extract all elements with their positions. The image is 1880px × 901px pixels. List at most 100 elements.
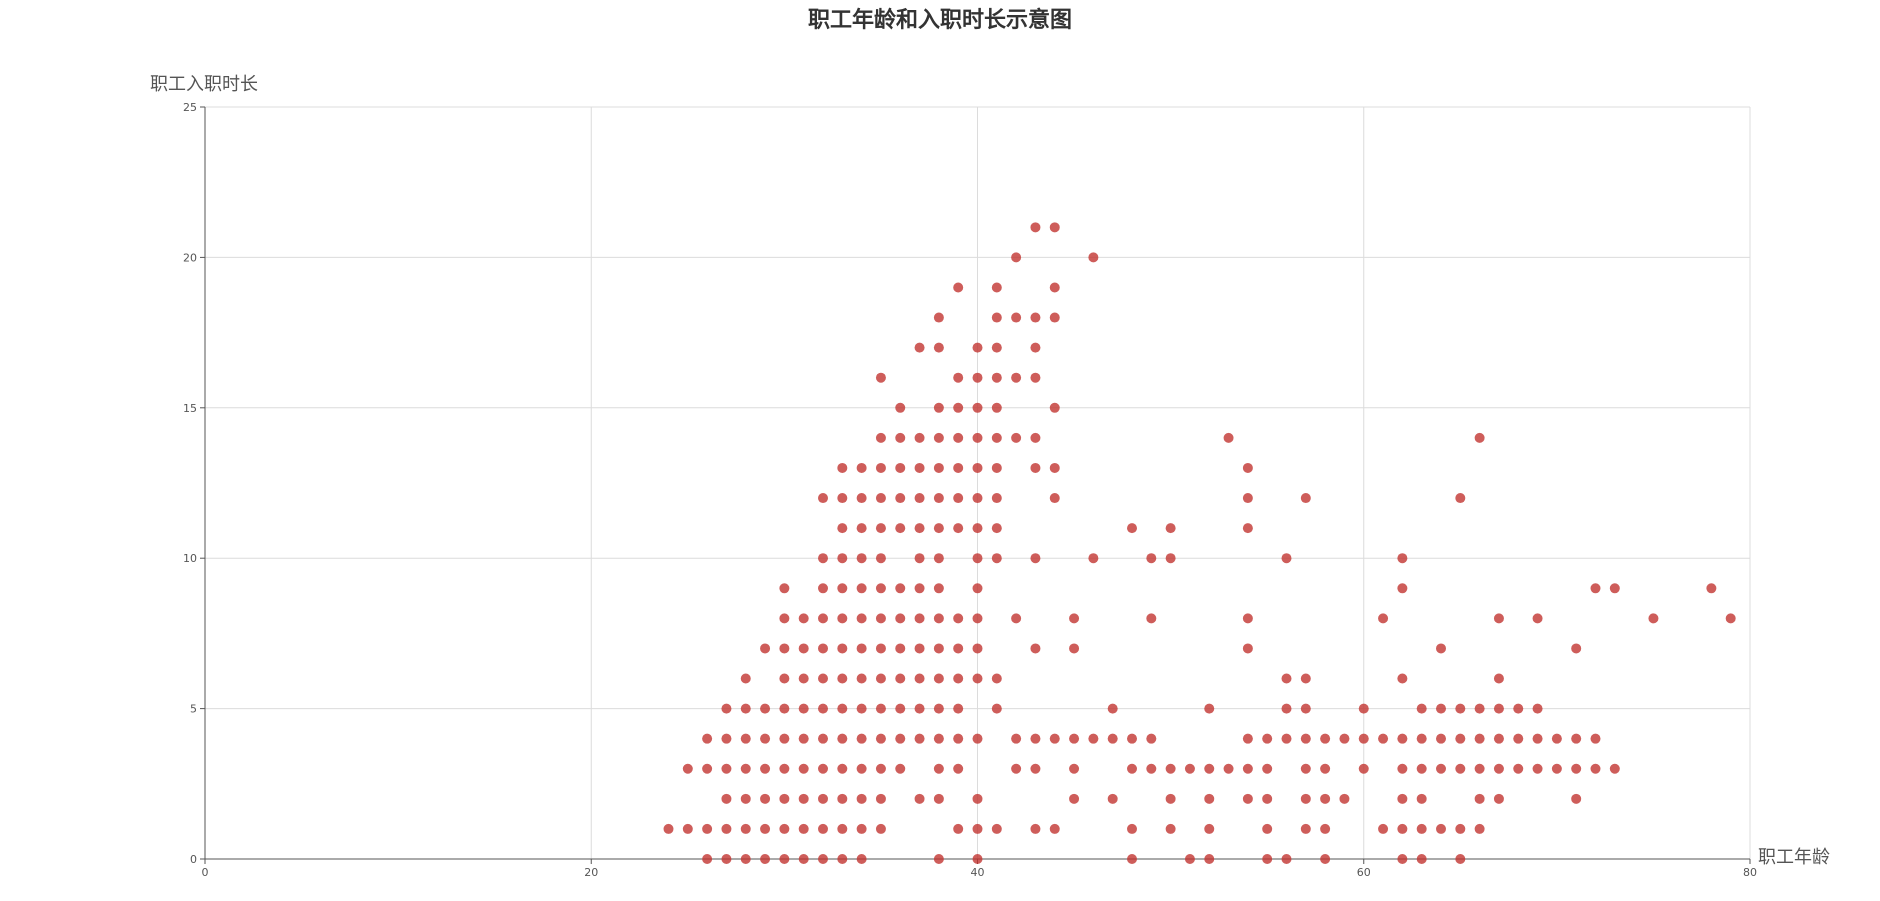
scatter-point[interactable] — [1609, 763, 1620, 774]
scatter-point[interactable] — [1474, 733, 1485, 744]
scatter-point[interactable] — [818, 583, 828, 594]
scatter-point[interactable] — [856, 523, 867, 534]
scatter-point[interactable] — [740, 854, 751, 864]
scatter-point[interactable] — [663, 823, 674, 834]
scatter-point[interactable] — [682, 823, 693, 834]
scatter-point[interactable] — [1242, 613, 1253, 624]
scatter-point[interactable] — [818, 553, 828, 564]
scatter-point[interactable] — [1493, 793, 1504, 804]
scatter-point[interactable] — [1011, 432, 1022, 443]
scatter-point[interactable] — [1416, 793, 1427, 804]
scatter-point[interactable] — [933, 493, 944, 504]
scatter-point[interactable] — [1262, 763, 1273, 774]
scatter-point[interactable] — [856, 493, 867, 504]
scatter-point[interactable] — [1011, 252, 1022, 263]
scatter-point[interactable] — [933, 523, 944, 534]
scatter-point[interactable] — [760, 763, 771, 774]
scatter-point[interactable] — [856, 703, 867, 714]
scatter-point[interactable] — [991, 462, 1002, 473]
scatter-point[interactable] — [914, 462, 925, 473]
scatter-point[interactable] — [1242, 763, 1253, 774]
scatter-point[interactable] — [1030, 733, 1041, 744]
scatter-point[interactable] — [1455, 703, 1466, 714]
scatter-point[interactable] — [895, 402, 906, 413]
scatter-point[interactable] — [991, 372, 1002, 383]
scatter-point[interactable] — [779, 583, 790, 594]
scatter-point[interactable] — [798, 733, 809, 744]
scatter-point[interactable] — [991, 823, 1002, 834]
scatter-point[interactable] — [760, 643, 771, 654]
scatter-point[interactable] — [1513, 763, 1524, 774]
scatter-point[interactable] — [779, 823, 790, 834]
scatter-point[interactable] — [740, 793, 751, 804]
scatter-point[interactable] — [1049, 312, 1060, 323]
scatter-point[interactable] — [1011, 312, 1022, 323]
scatter-point[interactable] — [953, 613, 964, 624]
scatter-point[interactable] — [1397, 733, 1408, 744]
scatter-point[interactable] — [1030, 823, 1041, 834]
scatter-point[interactable] — [895, 493, 906, 504]
scatter-point[interactable] — [798, 854, 809, 864]
scatter-point[interactable] — [1590, 763, 1601, 774]
scatter-point[interactable] — [895, 432, 906, 443]
scatter-point[interactable] — [972, 733, 983, 744]
scatter-point[interactable] — [1165, 793, 1176, 804]
scatter-point[interactable] — [702, 763, 713, 774]
scatter-point[interactable] — [1474, 823, 1485, 834]
scatter-point[interactable] — [1455, 854, 1466, 864]
scatter-point[interactable] — [914, 493, 925, 504]
scatter-point[interactable] — [1030, 342, 1041, 353]
scatter-point[interactable] — [837, 733, 848, 744]
scatter-point[interactable] — [1397, 793, 1408, 804]
scatter-point[interactable] — [972, 793, 983, 804]
scatter-point[interactable] — [1281, 733, 1292, 744]
scatter-point[interactable] — [721, 733, 732, 744]
scatter-point[interactable] — [914, 793, 925, 804]
scatter-point[interactable] — [972, 523, 983, 534]
scatter-point[interactable] — [1358, 763, 1369, 774]
scatter-point[interactable] — [818, 733, 828, 744]
scatter-point[interactable] — [837, 673, 848, 684]
scatter-point[interactable] — [1262, 793, 1273, 804]
scatter-point[interactable] — [1204, 854, 1215, 864]
scatter-point[interactable] — [875, 583, 886, 594]
scatter-point[interactable] — [1455, 763, 1466, 774]
scatter-point[interactable] — [1127, 523, 1137, 534]
scatter-point[interactable] — [818, 793, 828, 804]
scatter-point[interactable] — [1242, 793, 1253, 804]
scatter-point[interactable] — [1165, 523, 1176, 534]
scatter-point[interactable] — [895, 763, 906, 774]
scatter-point[interactable] — [721, 793, 732, 804]
scatter-point[interactable] — [1300, 673, 1311, 684]
scatter-point[interactable] — [1300, 733, 1311, 744]
scatter-point[interactable] — [991, 402, 1002, 413]
scatter-point[interactable] — [1281, 553, 1292, 564]
scatter-point[interactable] — [1030, 763, 1041, 774]
scatter-point[interactable] — [972, 583, 983, 594]
scatter-point[interactable] — [1049, 282, 1060, 293]
scatter-point[interactable] — [1397, 583, 1408, 594]
scatter-point[interactable] — [779, 763, 790, 774]
scatter-point[interactable] — [914, 342, 925, 353]
scatter-point[interactable] — [1204, 763, 1215, 774]
scatter-point[interactable] — [818, 703, 828, 714]
scatter-point[interactable] — [1436, 703, 1446, 714]
scatter-point[interactable] — [875, 643, 886, 654]
scatter-point[interactable] — [895, 523, 906, 534]
scatter-point[interactable] — [818, 763, 828, 774]
scatter-point[interactable] — [933, 643, 944, 654]
scatter-point[interactable] — [1397, 854, 1408, 864]
scatter-point[interactable] — [779, 643, 790, 654]
scatter-point[interactable] — [953, 703, 964, 714]
scatter-point[interactable] — [1397, 763, 1408, 774]
scatter-point[interactable] — [856, 854, 867, 864]
scatter-point[interactable] — [1049, 823, 1060, 834]
scatter-point[interactable] — [991, 703, 1002, 714]
scatter-point[interactable] — [1532, 703, 1543, 714]
scatter-point[interactable] — [1416, 763, 1427, 774]
scatter-point[interactable] — [1204, 823, 1215, 834]
scatter-point[interactable] — [1532, 613, 1543, 624]
scatter-point[interactable] — [856, 823, 867, 834]
scatter-point[interactable] — [818, 854, 828, 864]
scatter-point[interactable] — [1300, 703, 1311, 714]
